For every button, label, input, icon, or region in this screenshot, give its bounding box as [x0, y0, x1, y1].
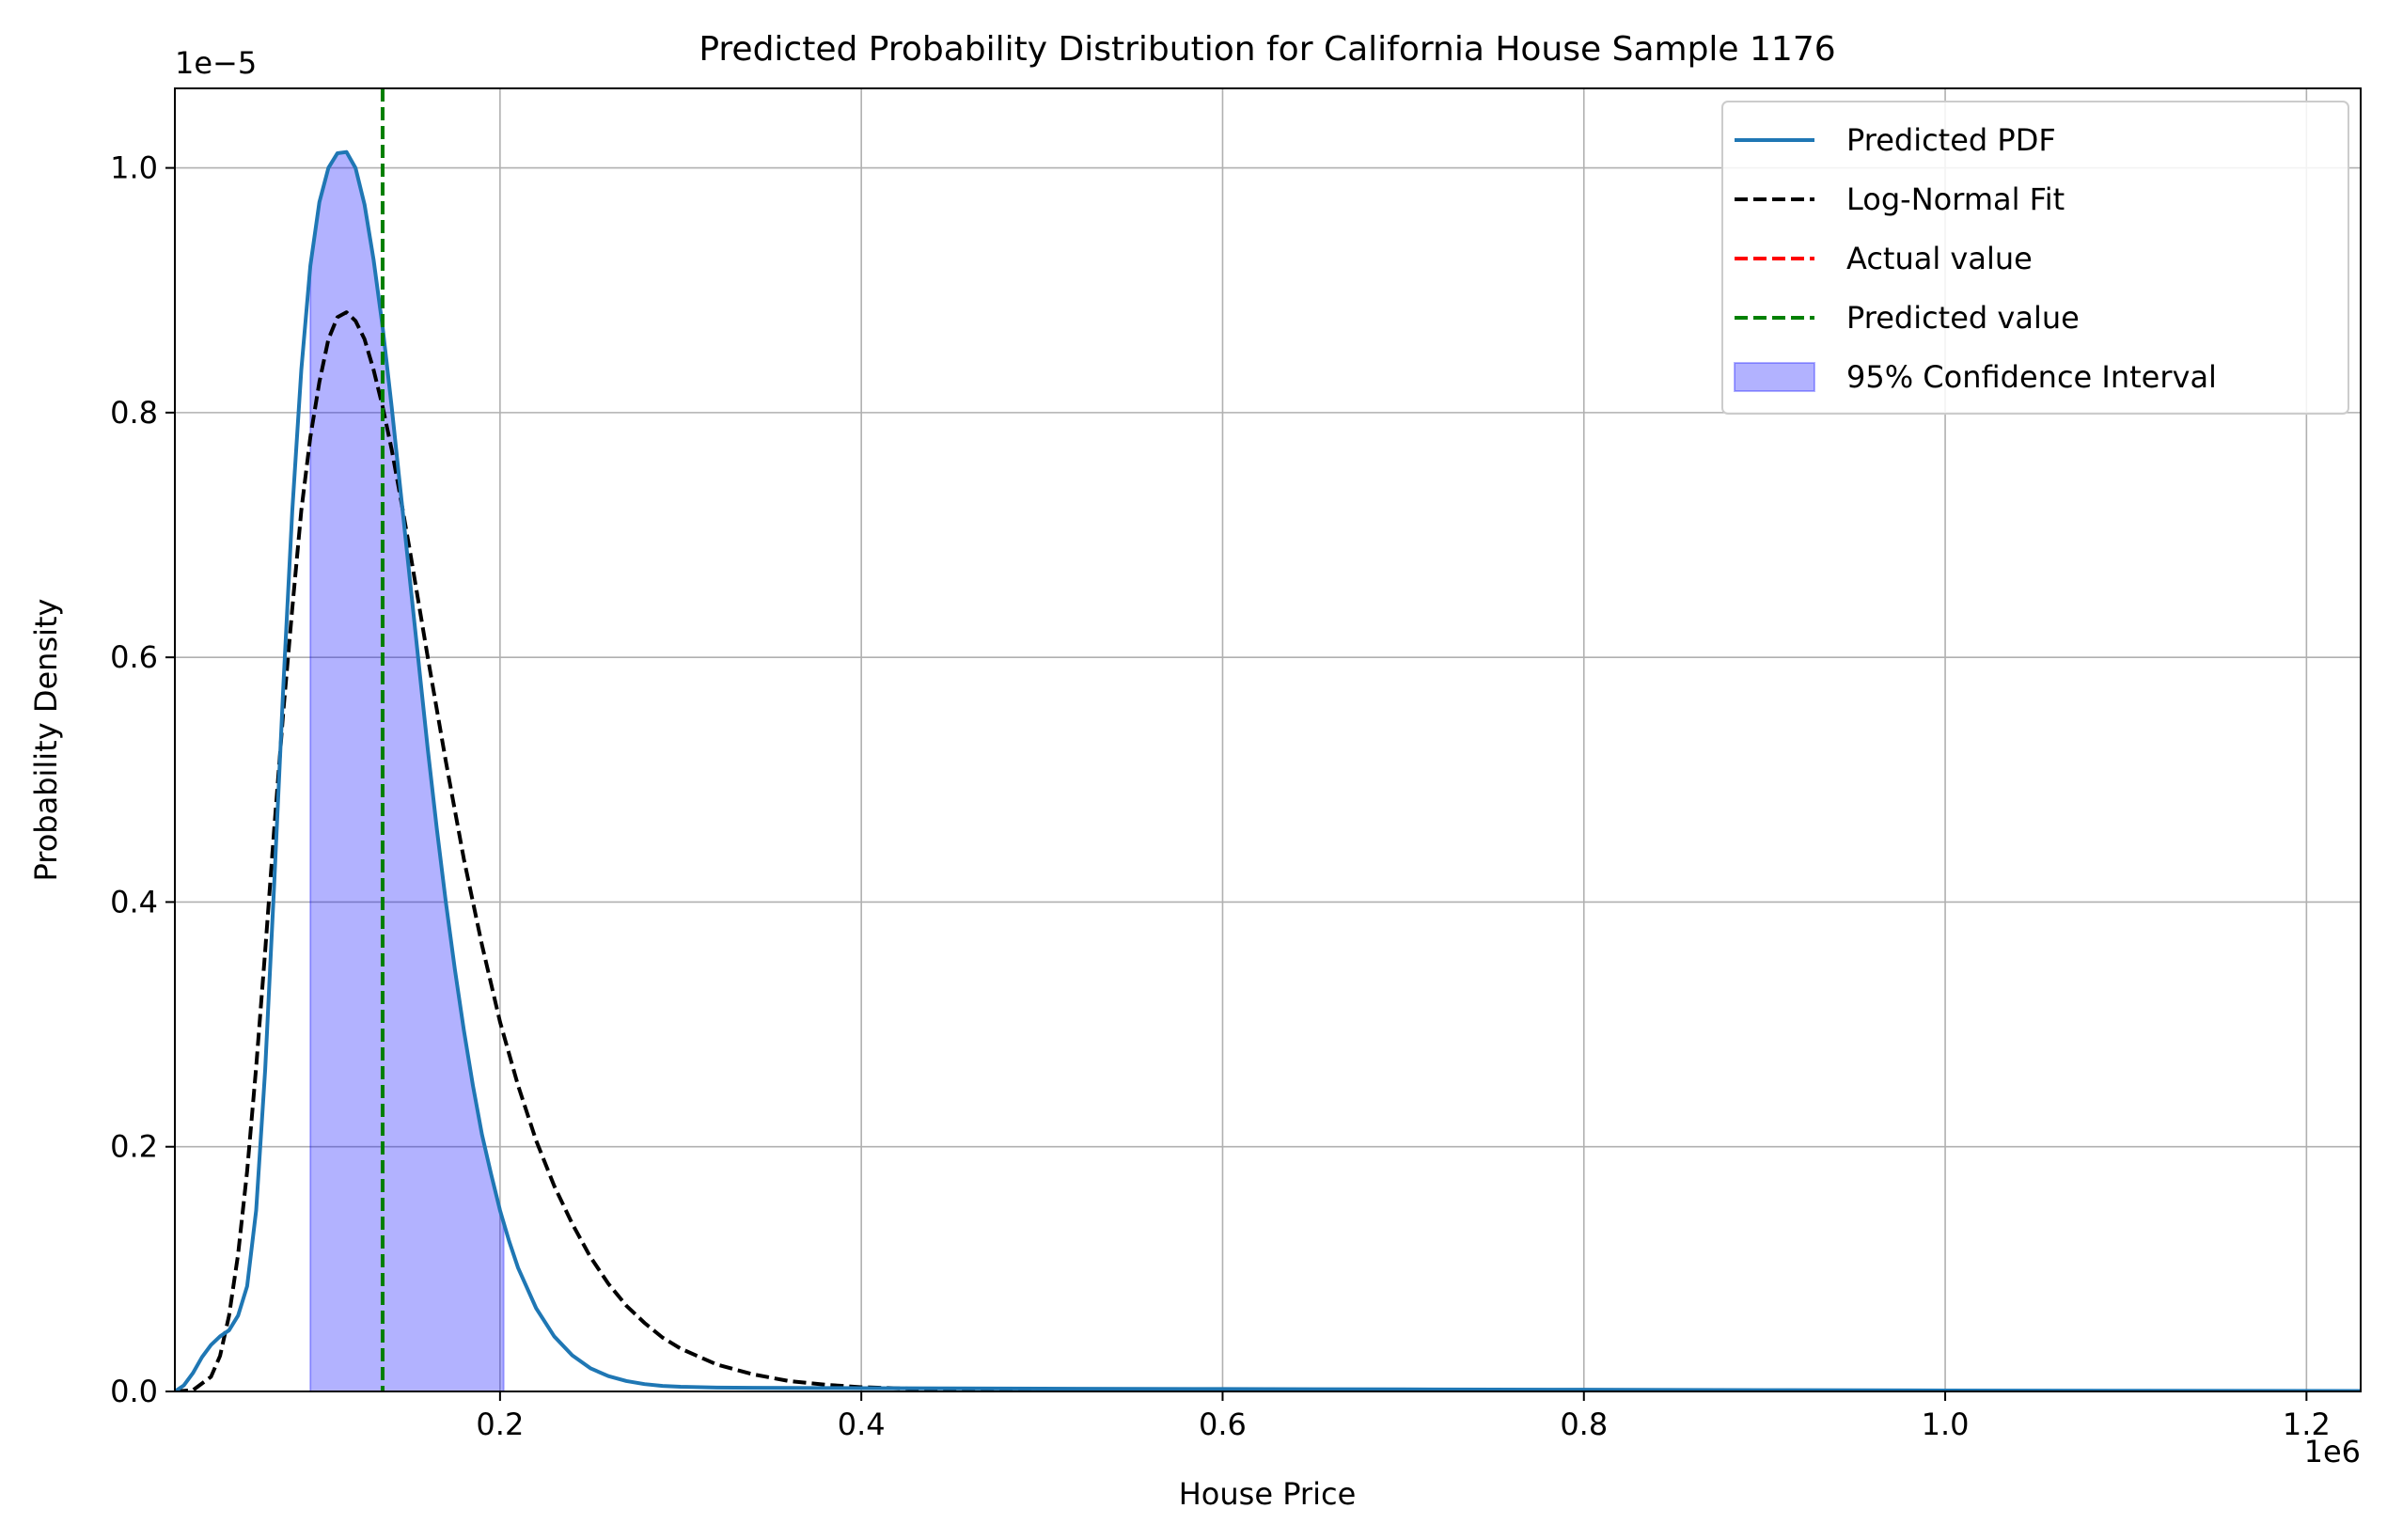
y-axis-ticks: 0.0 0.2 0.4 0.6 0.8 1.0 — [110, 150, 175, 1409]
y-tick-label: 0.4 — [110, 884, 158, 919]
y-tick-label: 1.0 — [110, 150, 158, 186]
legend-swatch-confidence-interval — [1734, 362, 1815, 392]
legend-label-actual-value: Actual value — [1846, 241, 2033, 276]
legend-box — [1721, 101, 2349, 415]
x-axis-offset-label: 1e6 — [2304, 1434, 2361, 1469]
x-tick-label: 1.2 — [2283, 1406, 2331, 1442]
y-axis-offset-label: 1e−5 — [175, 45, 257, 81]
y-tick-label: 0.2 — [110, 1129, 158, 1165]
plot-frame — [174, 87, 2362, 1392]
predicted-pdf-line — [175, 149, 2361, 1391]
x-tick-label: 0.2 — [476, 1406, 524, 1442]
y-tick-label: 0.8 — [110, 395, 158, 431]
legend-label-log-normal-fit: Log-Normal Fit — [1846, 181, 2065, 217]
y-axis-label: Probability Density — [28, 599, 64, 882]
y-tick-label: 0.0 — [110, 1374, 158, 1409]
chart-title: Predicted Probability Distribution for C… — [699, 30, 1835, 69]
legend-label-confidence-interval: 95% Confidence Interval — [1846, 359, 2217, 395]
legend-label-predicted-pdf: Predicted PDF — [1846, 122, 2056, 158]
legend: Predicted PDF Log-Normal Fit Actual valu… — [1721, 101, 2349, 415]
x-tick-label: 0.8 — [1560, 1406, 1608, 1442]
series-layer — [175, 149, 2361, 1391]
log-normal-fit-line — [175, 310, 2361, 1391]
y-tick-label: 0.6 — [110, 639, 158, 675]
x-tick-label: 1.0 — [1922, 1406, 1970, 1442]
x-tick-label: 0.4 — [838, 1406, 886, 1442]
x-axis-ticks: 0.2 0.4 0.6 0.8 1.0 1.2 — [476, 1391, 2331, 1442]
x-tick-label: 0.6 — [1199, 1406, 1247, 1442]
x-axis-label: House Price — [1179, 1476, 1357, 1512]
legend-label-predicted-value: Predicted value — [1846, 300, 2080, 336]
